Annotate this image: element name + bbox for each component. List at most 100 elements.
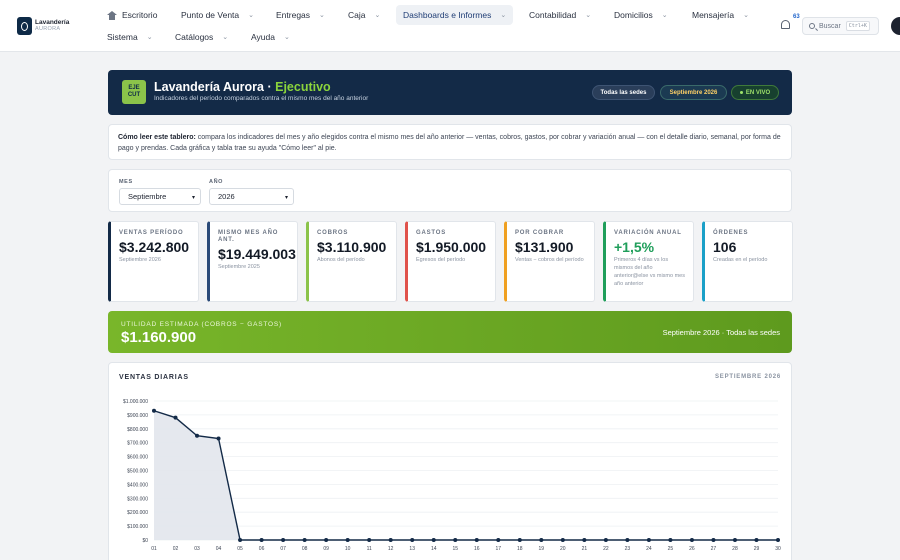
kpi-value: $1.950.000	[416, 239, 487, 255]
kpi-subtext: Creadas en el período	[713, 257, 768, 263]
nav-item-escritorio[interactable]: Escritorio	[107, 5, 157, 25]
x-tick-label: 13	[409, 546, 415, 552]
sales-line	[153, 410, 778, 541]
notifications-button[interactable]	[780, 18, 792, 32]
live-dot-icon	[739, 91, 743, 94]
data-point	[453, 538, 458, 542]
y-tick-label: $600.000	[127, 455, 148, 461]
chevron-down-icon: ▾	[191, 195, 195, 201]
y-tick-label: $400.000	[127, 482, 148, 488]
x-tick-label: 22	[603, 546, 609, 552]
x-tick-label: 12	[388, 546, 394, 552]
nav-item-mensajeria[interactable]: Mensajería ⌄	[692, 10, 749, 20]
kpi-subtext: Primeros 4 días vs los mismos del año an…	[614, 257, 685, 287]
top-navigation: Lavandería AURORA Escritorio Punto de Ve…	[0, 0, 900, 52]
chart-period: SEPTIEMBRE 2026	[714, 374, 781, 380]
nav-item-caja[interactable]: Caja ⌄	[348, 10, 381, 20]
profit-banner: UTILIDAD ESTIMADA (COBROS − GASTOS) $1.1…	[108, 311, 792, 353]
data-point	[668, 538, 673, 542]
page-title: Lavandería Aurora · Ejecutivo	[154, 80, 331, 94]
data-point	[625, 538, 630, 542]
kpi-card: VARIACIÓN ANUAL +1,5% Primeros 4 días vs l…	[603, 221, 694, 302]
data-point	[539, 538, 544, 542]
data-point	[711, 538, 716, 542]
data-point	[776, 538, 780, 542]
month-label: MES	[119, 179, 133, 185]
x-tick-label: 20	[560, 546, 566, 552]
data-point	[173, 415, 178, 420]
kpi-subtext: Ventas − cobros del período	[515, 257, 584, 263]
nav-item-entregas[interactable]: Entregas ⌄	[276, 10, 325, 20]
profit-value: $1.160.900	[121, 329, 197, 346]
y-tick-label: $800.000	[127, 427, 148, 433]
nav-item-domicilios[interactable]: Domicilios ⌄	[614, 10, 668, 20]
x-tick-label: 07	[280, 546, 286, 552]
nav-item-contabilidad[interactable]: Contabilidad ⌄	[529, 10, 592, 20]
chevron-down-icon: ⌄	[500, 12, 507, 19]
data-point	[582, 538, 587, 542]
x-tick-label: 06	[259, 546, 265, 552]
kpi-label: POR COBRAR	[515, 230, 565, 236]
x-tick-label: 29	[754, 546, 760, 552]
x-tick-label: 10	[345, 546, 351, 552]
branch-pill[interactable]: Todas las sedes	[592, 85, 655, 100]
y-tick-label: $200.000	[127, 510, 148, 516]
nav-item-punto-de-venta[interactable]: Punto de Venta ⌄	[181, 10, 255, 20]
data-point	[603, 538, 608, 542]
x-tick-label: 26	[689, 546, 695, 552]
filters-panel: MES Septiembre ▾ AÑO 2026 ▾	[108, 169, 792, 212]
data-point	[560, 538, 565, 542]
kpi-card: MISMO MES AÑO ANT. $19.449.003 Septiembre …	[207, 221, 298, 302]
bell-icon	[781, 20, 790, 29]
x-tick-label: 05	[237, 546, 243, 552]
chevron-down-icon: ▾	[284, 195, 288, 201]
page-subtitle: Indicadores del período comparados contr…	[154, 95, 369, 102]
x-tick-label: 27	[711, 546, 717, 552]
period-pill[interactable]: Septiembre 2026	[660, 85, 727, 100]
data-point	[216, 436, 221, 441]
chevron-down-icon: ⌄	[743, 12, 749, 19]
x-tick-label: 24	[646, 546, 652, 552]
year-label: AÑO	[209, 179, 224, 185]
x-tick-label: 19	[539, 546, 545, 552]
chevron-down-icon: ⌄	[661, 12, 668, 19]
data-point	[689, 538, 694, 542]
x-tick-label: 25	[668, 546, 674, 552]
y-tick-label: $900.000	[127, 413, 148, 419]
data-point	[474, 538, 479, 542]
nav-item-sistema[interactable]: Sistema ⌄	[107, 32, 153, 42]
kpi-subtext: Septiembre 2025	[218, 264, 260, 270]
kpi-label: GASTOS	[416, 230, 447, 236]
avatar[interactable]	[891, 17, 900, 35]
x-tick-label: 14	[431, 546, 437, 552]
x-tick-label: 15	[452, 546, 458, 552]
kpi-value: $3.110.900	[317, 239, 387, 255]
month-select[interactable]: Septiembre ▾	[119, 188, 201, 205]
x-tick-label: 11	[367, 546, 372, 552]
nav-item-ayuda[interactable]: Ayuda ⌄	[251, 32, 290, 42]
brand-name: Lavandería	[35, 19, 70, 26]
y-tick-label: $0	[142, 538, 148, 544]
nav-item-catalogos[interactable]: Catálogos ⌄	[175, 32, 229, 42]
kpi-value: $131.900	[515, 239, 574, 255]
nav-item-dashboards[interactable]: Dashboards e Informes ⌄	[396, 5, 514, 25]
search-label: Buscar	[819, 22, 841, 30]
kpi-card: COBROS $3.110.900 Abonos del período	[306, 221, 397, 302]
chevron-down-icon: ⌄	[283, 34, 290, 41]
chevron-down-icon: ⌄	[374, 12, 381, 19]
search-button[interactable]: Buscar Ctrl+K	[802, 17, 879, 35]
y-tick-label: $300.000	[127, 496, 148, 502]
kpi-label: ÓRDENES	[713, 230, 749, 236]
data-point	[195, 433, 200, 438]
kpi-value: 106	[713, 239, 737, 255]
year-select[interactable]: 2026 ▾	[209, 188, 294, 205]
brand-logo[interactable]: Lavandería AURORA	[17, 17, 69, 35]
x-tick-label: 01	[151, 546, 157, 552]
kpi-card: GASTOS $1.950.000 Egresos del período	[405, 221, 496, 302]
chevron-down-icon: ⌄	[146, 34, 153, 41]
profit-label: UTILIDAD ESTIMADA (COBROS − GASTOS)	[121, 321, 282, 328]
chevron-down-icon: ⌄	[319, 12, 325, 19]
x-tick-label: 30	[775, 546, 781, 552]
live-badge: EN VIVO	[731, 85, 779, 100]
data-point	[388, 538, 393, 542]
